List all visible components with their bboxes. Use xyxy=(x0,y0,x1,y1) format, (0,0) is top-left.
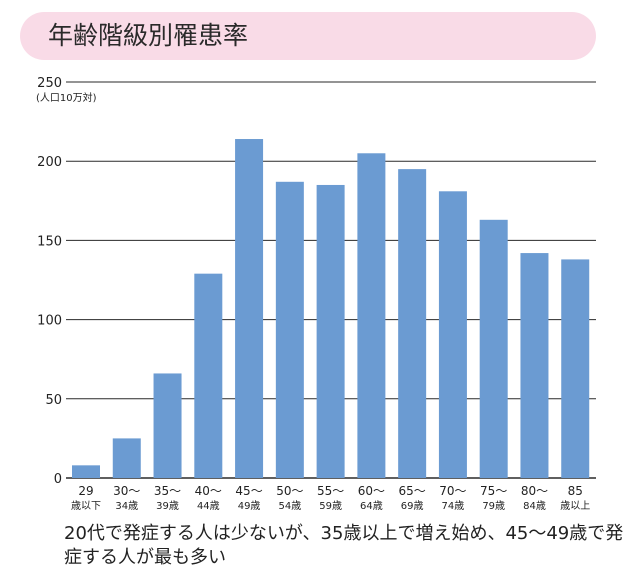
x-tick-label: 45～ xyxy=(235,484,262,498)
x-tick-label: 64歳 xyxy=(360,500,383,512)
bar xyxy=(153,373,182,478)
bar xyxy=(479,219,508,479)
x-tick-label: 60～ xyxy=(358,484,385,498)
x-tick-label: 50～ xyxy=(276,484,303,498)
bar xyxy=(398,169,427,478)
x-tick-label: 79歳 xyxy=(482,500,505,512)
x-tick-label: 54歳 xyxy=(278,500,301,512)
bar xyxy=(275,181,304,478)
bar xyxy=(561,259,590,478)
bar xyxy=(357,153,386,478)
x-tick-label: 55～ xyxy=(317,484,344,498)
y-tick-label: 150 xyxy=(37,234,62,249)
x-tick-label: 歳以上 xyxy=(560,500,590,512)
x-tick-label: 34歳 xyxy=(115,500,138,512)
x-tick-label: 29 xyxy=(78,484,93,498)
x-tick-label: 59歳 xyxy=(319,500,342,512)
bar-chart: 0 50 100 150 200 250(人口10万対) 29 歳以下 30～ 34歳 35～ 39歳… xyxy=(36,76,596,512)
x-tick-label: 歳以下 xyxy=(71,500,101,512)
x-tick-label: 40～ xyxy=(195,484,222,498)
bar xyxy=(316,184,345,478)
y-tick-label: 250 xyxy=(37,76,62,91)
chart-title: 年齢階級別罹患率 xyxy=(48,21,249,50)
bar xyxy=(235,139,264,479)
bar xyxy=(438,191,467,478)
y-tick-label: 50 xyxy=(45,393,62,408)
bar xyxy=(520,253,549,478)
y-tick-label: 100 xyxy=(37,314,62,329)
x-tick-label: 75～ xyxy=(480,484,507,498)
x-tick-label: 80～ xyxy=(521,484,548,498)
y-tick-label: 200 xyxy=(37,155,62,170)
x-tick-label: 70～ xyxy=(439,484,466,498)
x-tick-label: 74歳 xyxy=(442,500,465,512)
title-banner: 年齢階級別罹患率 xyxy=(20,12,596,60)
x-tick-label: 49歳 xyxy=(238,500,261,512)
chart-caption: 20代で発症する人は少ないが、35歳以上で増え始め、45～49歳で発症する人が最… xyxy=(64,523,624,568)
x-tick-label: 35～ xyxy=(154,484,181,498)
bar xyxy=(72,465,100,478)
x-tick-label: 85 xyxy=(568,484,583,498)
bar xyxy=(112,438,141,478)
y-axis-label: (人口10万対) xyxy=(36,91,97,104)
x-tick-label: 30～ xyxy=(113,484,140,498)
x-tick-label: 69歳 xyxy=(401,500,424,512)
bar xyxy=(194,273,223,478)
y-tick-label: 0 xyxy=(54,472,62,487)
x-tick-label: 84歳 xyxy=(523,500,546,512)
x-tick-label: 44歳 xyxy=(197,500,220,512)
x-tick-label: 39歳 xyxy=(156,500,179,512)
x-tick-label: 65～ xyxy=(399,484,426,498)
